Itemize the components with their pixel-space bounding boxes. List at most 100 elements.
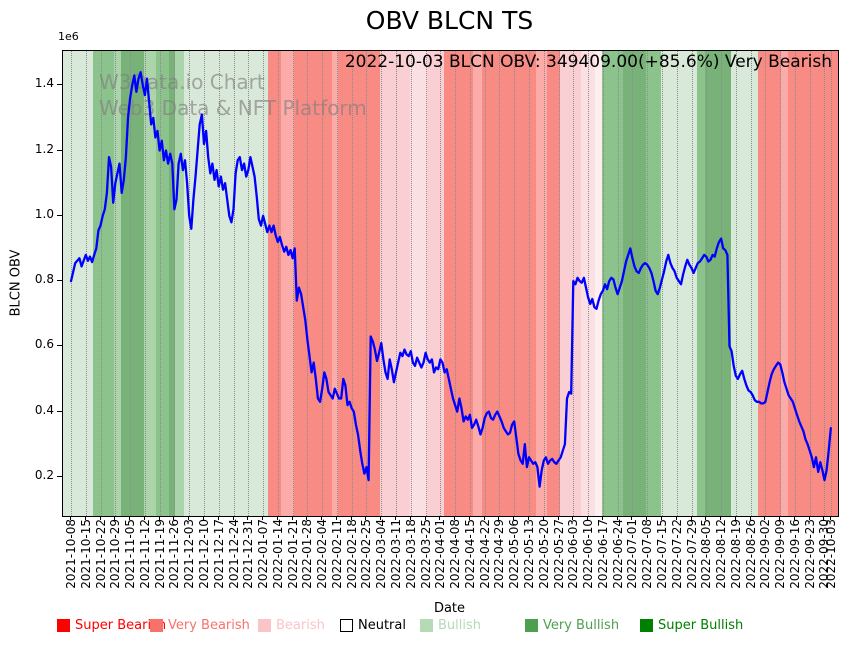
x-tick-label: 2022-07-22 [669,519,684,589]
legend-item-very-bearish: Very Bearish [150,618,250,633]
x-tick-mark [720,516,722,520]
x-tick-mark [690,516,692,520]
sentiment-band-green-pale [730,51,758,516]
x-tick-label: 2021-12-17 [211,519,226,589]
gridline [735,51,737,516]
x-tick-mark [829,516,831,520]
x-tick-mark [557,516,559,520]
sentiment-band-pink-pale [409,51,427,516]
gridline [71,51,72,516]
x-tick-mark [217,516,219,520]
gridline [617,51,619,516]
x-tick-label: 2021-11-05 [123,519,138,589]
x-tick-label: 2022-10-03 [823,519,838,589]
x-tick-mark [793,516,795,520]
y-axis-scale-note: 1e6 [58,30,79,43]
y-tick-mark [57,214,62,216]
gridline [203,51,205,516]
x-tick-label: 2022-01-07 [256,519,271,589]
legend-label: Bearish [276,618,325,633]
gridline [647,51,649,516]
watermark: W3Data.io Chart Web3 Data & NFT Platform [99,69,367,121]
x-tick-label: 2022-03-11 [389,519,404,589]
sentiment-band-green [156,51,170,516]
x-tick-label: 2022-02-11 [329,519,344,589]
x-tick-mark [823,516,825,520]
sentiment-band-green-dark [622,51,647,516]
gridline [144,51,146,516]
gridline [159,51,161,516]
x-tick-label: 2022-02-18 [344,519,359,589]
sentiment-band-red [268,51,281,516]
sentiment-band-green-dark [705,51,731,516]
sentiment-band-pink [426,51,444,516]
x-tick-mark [779,516,781,520]
sentiment-band-pink [380,51,410,516]
x-tick-label: 2022-04-29 [492,519,507,589]
x-tick-mark [764,516,766,520]
sentiment-band-pink-faint [595,51,602,516]
gridline [588,51,590,516]
x-tick-mark [749,516,751,520]
sentiment-band-green [696,51,706,516]
gridline [558,51,560,516]
sentiment-band-pink-pale [580,51,596,516]
x-tick-label: 2021-12-10 [196,519,211,589]
x-tick-label: 2021-10-15 [78,519,93,589]
x-tick-label: 2022-06-03 [566,519,581,589]
x-tick-mark [705,516,707,520]
x-tick-mark [468,516,470,520]
x-tick-mark [188,516,190,520]
y-tick-label: 1.2 [34,141,54,156]
legend-swatch [150,619,163,632]
x-tick-label: 2021-12-24 [226,519,241,589]
x-tick-label: 2021-12-31 [241,519,256,589]
y-tick-label: 0.2 [34,467,54,482]
gridline [440,51,442,516]
sentiment-band-red-light [536,51,547,516]
x-tick-label: 2022-04-01 [433,519,448,589]
x-tick-label: 2022-09-09 [773,519,788,589]
obv-line-series [69,71,832,488]
y-tick-mark [57,149,62,151]
gridline [721,51,723,516]
sentiment-band-green-light [143,51,157,516]
y-tick-label: 1.4 [34,76,54,91]
sentiment-band-green-pale [63,51,94,516]
gridline [396,51,398,516]
sentiment-band-red-light [473,51,482,516]
x-tick-mark [173,516,175,520]
gridline [292,51,294,516]
legend-item-very-bullish: Very Bullish [525,618,619,633]
gridline [366,51,368,516]
x-tick-label: 2022-02-25 [359,519,374,589]
gridline [189,51,191,516]
legend-item-bullish: Bullish [420,618,481,633]
x-tick-label: 2022-05-13 [522,519,536,589]
x-tick-mark [675,516,677,520]
x-tick-mark [528,516,529,520]
x-tick-mark [734,516,736,520]
gridline [780,51,782,516]
sentiment-band-green-dark [169,51,176,516]
gridline [455,51,457,516]
x-tick-label: 2021-12-03 [182,519,197,589]
gridline [469,51,471,516]
y-tick-label: 0.4 [34,402,54,417]
x-tick-label: 2022-01-28 [300,519,315,589]
gridline [676,51,678,516]
x-tick-mark [660,516,662,520]
sentiment-band-pink [559,51,581,516]
x-tick-mark [498,516,500,520]
x-tick-label: 2022-09-16 [787,519,802,589]
gridline [750,51,752,516]
gridline [794,51,796,516]
gridline [85,51,87,516]
x-tick-mark [587,516,589,520]
x-tick-mark [276,516,278,520]
y-tick-label: 1.0 [34,206,54,221]
x-tick-mark [335,516,337,520]
legend: Super Bearish Very Bearish Bearish Neutral B… [0,618,855,640]
legend-swatch [525,619,538,632]
annotation-label: 2022-10-03 BLCN OBV: 349409.00(+85.6%) V… [344,52,832,72]
